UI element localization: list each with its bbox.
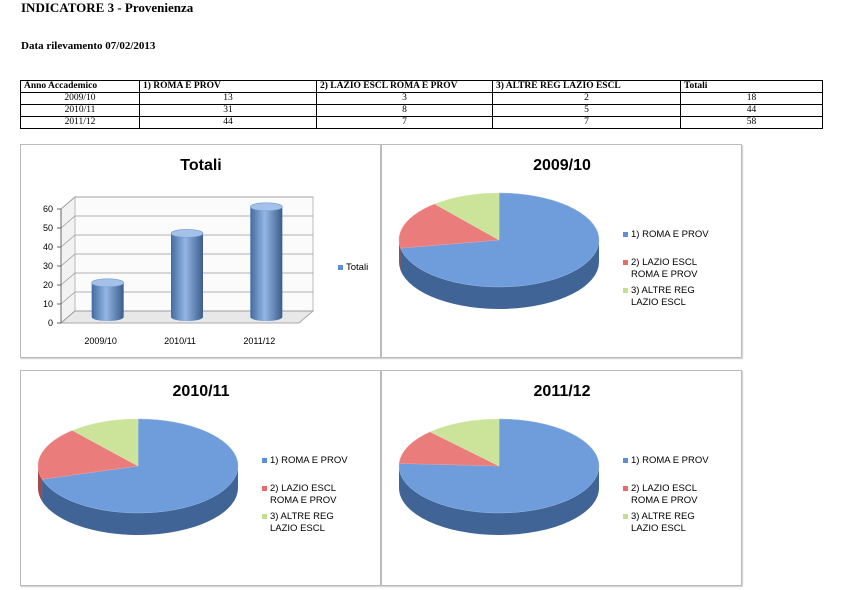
table-cell: 2 — [492, 92, 681, 105]
bar — [171, 233, 203, 321]
y-tick-label: 50 — [43, 223, 53, 233]
pie-slice-side — [399, 466, 599, 535]
pie-chart-panel: 2011/12 1) ROMA E PROV 2) LAZIO ESCL ROMA E… — [381, 370, 742, 586]
data-table: Anno Accademico 1) ROMA E PROV 2) LAZIO … — [20, 80, 823, 129]
gridline — [60, 310, 313, 324]
y-tick-label: 0 — [48, 318, 53, 328]
pie-slice — [398, 431, 500, 467]
x-tick-label: 2010/11 — [164, 336, 196, 346]
table-cell: 7 — [492, 116, 681, 129]
legend-marker — [623, 288, 628, 293]
bar — [91, 282, 124, 321]
legend-label: 1) ROMA E PROV — [631, 455, 709, 466]
gridline — [60, 196, 313, 210]
legend-marker — [623, 514, 628, 519]
y-tick-label: 60 — [43, 204, 53, 214]
pie-slice — [429, 418, 500, 467]
table-row: 2009/10 13 3 2 18 — [20, 92, 823, 105]
bar-top — [91, 278, 124, 288]
column-header: 1) ROMA E PROV — [139, 80, 317, 93]
pie-slice-side — [38, 466, 43, 502]
x-tick-label: 2009/10 — [84, 336, 117, 346]
table-cell: 3 — [316, 92, 493, 105]
pie-slice — [37, 430, 139, 480]
pie-chart: 2010/11 1) ROMA E PROV 2) LAZIO ESCL ROMA E… — [37, 383, 348, 535]
legend-label: 2) LAZIO ESCL ROMA E PROV — [270, 483, 337, 506]
table-cell: 13 — [139, 92, 317, 105]
pie-slice — [71, 418, 139, 467]
legend-marker — [623, 232, 628, 237]
legend-marker — [623, 458, 628, 463]
y-tick-label: 40 — [43, 242, 53, 252]
gridline — [60, 272, 313, 286]
pie-slice-side — [42, 466, 238, 535]
gridline — [60, 253, 313, 267]
column-header: Anno Accademico — [20, 80, 140, 93]
chart-title: 2010/11 — [173, 383, 230, 400]
chart-title: 2011/12 — [534, 383, 591, 400]
bar-chart-panel: Totali 0 10 20 30 40 50 60 2009/10 2010/11 2011/12… — [20, 144, 381, 358]
bar-chart: Totali 0 10 20 30 40 50 60 2009/10 2010/11 2011/12… — [43, 157, 368, 346]
pie-chart: 2011/12 1) ROMA E PROV 2) LAZIO ESCL ROMA E… — [398, 383, 709, 535]
legend-marker — [262, 514, 267, 519]
legend-marker — [623, 486, 628, 491]
table-cell: 31 — [139, 104, 317, 117]
column-header: 2) LAZIO ESCL ROMA E PROV — [316, 80, 493, 93]
column-header: 3) ALTRE REG LAZIO ESCL — [492, 80, 681, 93]
page-title: INDICATORE 3 - Provenienza — [21, 0, 194, 15]
legend-label: 1) ROMA E PROV — [270, 455, 348, 466]
chart-title: 2009/10 — [533, 157, 591, 174]
legend-marker — [262, 458, 267, 463]
table-cell: 7 — [316, 116, 493, 129]
y-tick-label: 20 — [43, 280, 53, 290]
gridline — [60, 215, 313, 229]
pie-slice — [400, 192, 600, 288]
pie-slice — [398, 203, 500, 249]
legend-label: 3) ALTRE REG LAZIO ESCL — [631, 285, 695, 308]
pie-slice — [41, 418, 239, 514]
table-cell: 2011/12 — [20, 116, 140, 129]
legend-marker — [338, 265, 343, 270]
table-header-row: Anno Accademico 1) ROMA E PROV 2) LAZIO … — [20, 80, 823, 93]
chart-title: Totali — [180, 157, 221, 174]
column-header: Totali — [680, 80, 823, 93]
table-cell: 18 — [680, 92, 823, 105]
table-row: 2010/11 31 8 5 44 — [20, 104, 823, 117]
pie-slice — [434, 192, 500, 241]
bar — [250, 206, 283, 321]
pie-slice-side — [400, 240, 599, 309]
y-tick-label: 30 — [43, 261, 53, 271]
legend-label: Totali — [346, 262, 368, 273]
table-cell: 2009/10 — [20, 92, 140, 105]
legend-marker — [262, 486, 267, 491]
table-cell: 8 — [316, 104, 493, 117]
legend-label: 2) LAZIO ESCL ROMA E PROV — [631, 483, 698, 506]
table-cell: 44 — [680, 104, 823, 117]
legend-label: 3) ALTRE REG LAZIO ESCL — [270, 511, 334, 534]
legend-label: 1) ROMA E PROV — [631, 229, 709, 240]
gridline — [60, 234, 313, 248]
bar-top — [250, 202, 283, 212]
survey-date: Data rilevamento 07/02/2013 — [21, 40, 156, 52]
bar-top — [170, 229, 204, 238]
y-tick-label: 10 — [43, 299, 53, 309]
table-cell: 5 — [492, 104, 681, 117]
legend-label: 2) LAZIO ESCL ROMA E PROV — [631, 257, 698, 280]
gridline — [60, 291, 313, 305]
table-row: 2011/12 44 7 7 58 — [20, 116, 823, 129]
pie-chart-panel: 2009/10 1) ROMA E PROV 2) LAZIO ESCL ROMA E… — [381, 144, 742, 358]
table-cell: 2010/11 — [20, 104, 140, 117]
x-tick-label: 2011/12 — [243, 336, 275, 346]
table-cell: 58 — [680, 116, 823, 129]
legend-marker — [623, 260, 628, 265]
pie-chart-panel: 2010/11 1) ROMA E PROV 2) LAZIO ESCL ROMA E… — [20, 370, 381, 586]
legend-label: 3) ALTRE REG LAZIO ESCL — [631, 511, 695, 534]
pie-chart: 2009/10 1) ROMA E PROV 2) LAZIO ESCL ROMA E… — [398, 157, 709, 309]
table-cell: 44 — [139, 116, 317, 129]
